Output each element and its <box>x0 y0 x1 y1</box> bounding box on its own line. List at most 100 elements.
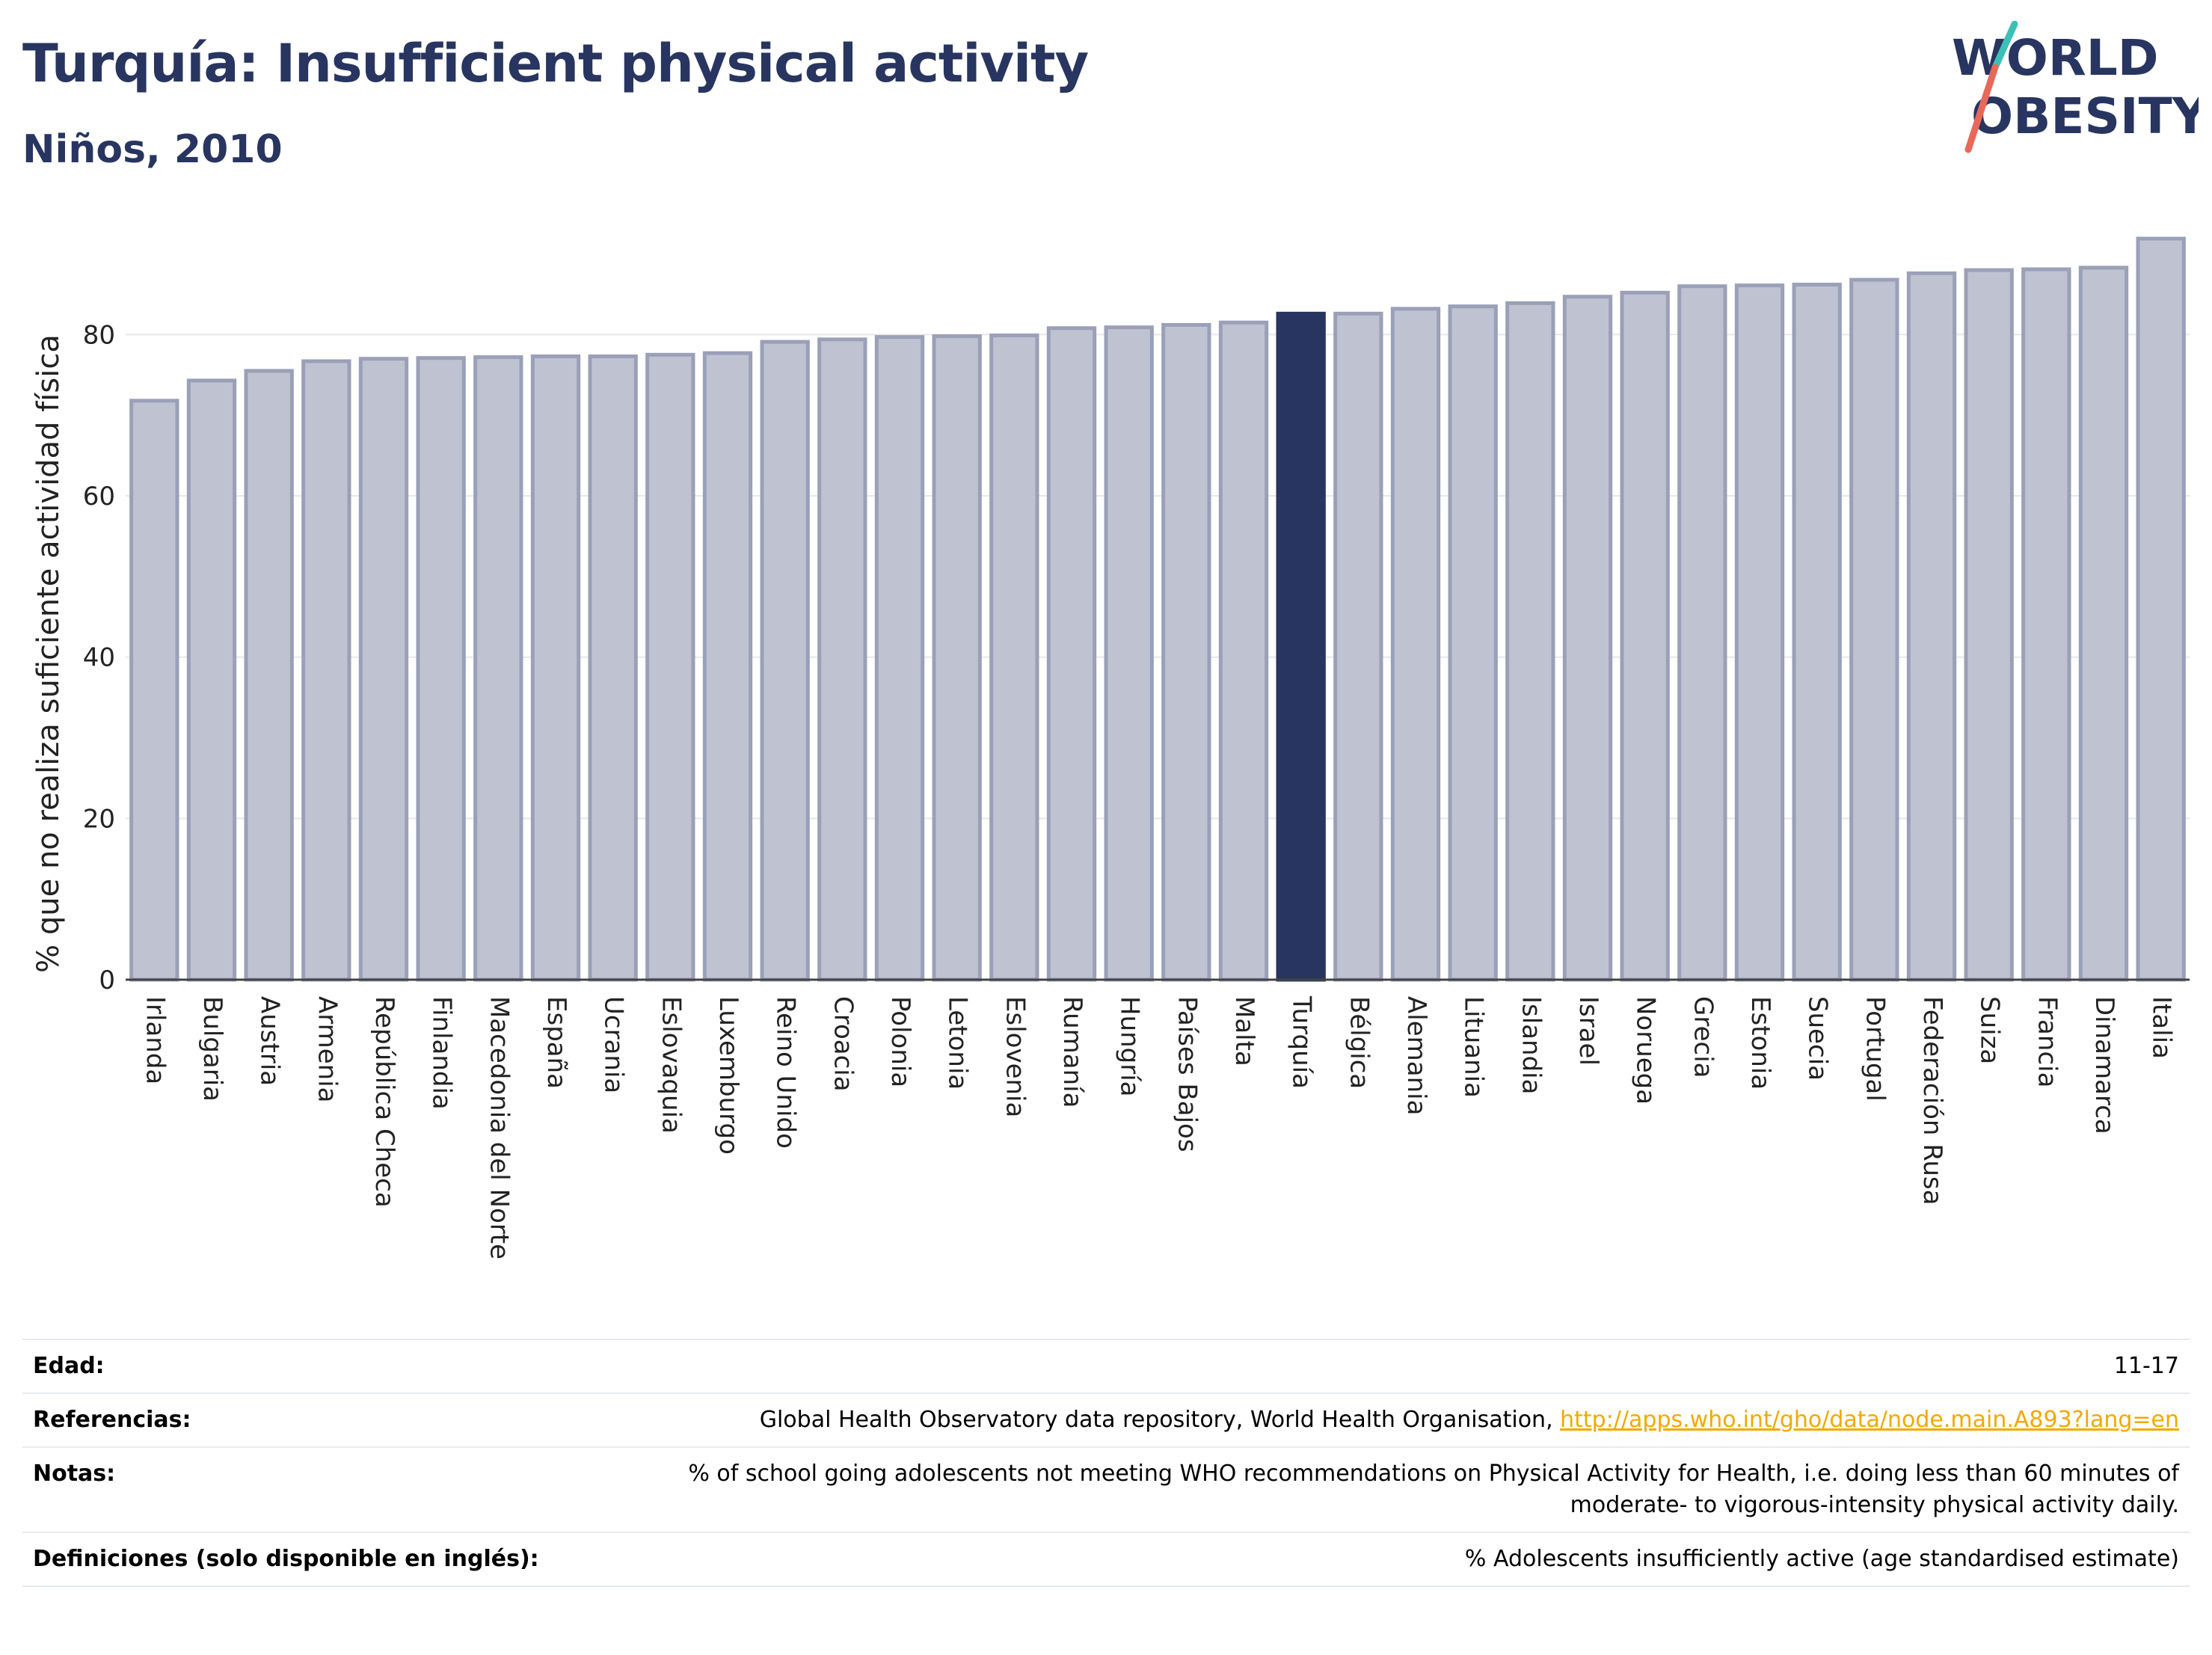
bar <box>1792 283 1842 982</box>
y-tick-label: 0 <box>99 965 115 995</box>
meta-value: % of school going adolescents not meetin… <box>567 1446 2190 1533</box>
x-tick-label: Hungría <box>1115 996 1145 1097</box>
x-tick-label: Eslovenia <box>1000 996 1030 1117</box>
bar <box>186 378 237 982</box>
x-tick-label: Dinamarca <box>2089 996 2119 1134</box>
bar <box>1333 311 1383 982</box>
meta-value: % Adolescents insufficiently active (age… <box>567 1532 2190 1587</box>
world-obesity-logo[interactable]: WORLD OBESITY <box>1952 21 2199 156</box>
reference-text: Global Health Observatory data repositor… <box>759 1407 1561 1433</box>
x-tick-label: Finlandia <box>427 996 457 1110</box>
bar <box>1906 271 1957 982</box>
logo-line2: OBESITY <box>1971 87 2199 145</box>
x-tick-label: Israel <box>1573 996 1603 1066</box>
y-tick-label: 20 <box>83 804 115 834</box>
bar <box>645 352 695 982</box>
bar <box>1677 284 1727 982</box>
bar <box>1562 295 1613 982</box>
x-tick-label: Italia <box>2147 996 2177 1059</box>
x-tick-label: Letonia <box>943 996 973 1090</box>
page-title: Turquía: Insufficient physical activity <box>22 33 1089 94</box>
bar <box>1218 320 1269 982</box>
y-tick-label: 60 <box>83 482 115 512</box>
y-axis-title: % que no realiza suficiente actividad fí… <box>31 334 66 973</box>
bar <box>2078 265 2129 982</box>
x-tick-label: Países Bajos <box>1172 996 1202 1152</box>
logo-line1: WORLD <box>1952 29 2159 87</box>
x-tick-label: Ucrania <box>599 996 629 1093</box>
x-tick-label: Francia <box>2032 996 2062 1087</box>
meta-row-age: Edad: 11-17 <box>22 1339 2190 1394</box>
x-tick-label: Luxemburgo <box>713 996 743 1155</box>
bar <box>1849 277 1899 982</box>
x-tick-label: España <box>541 996 571 1089</box>
x-tick-label: Malta <box>1229 996 1259 1066</box>
bar <box>416 356 466 982</box>
x-tick-label: Macedonia del Norte <box>484 996 514 1259</box>
meta-value: 11-17 <box>567 1339 2190 1394</box>
reference-link[interactable]: http://apps.who.int/gho/data/node.main.A… <box>1560 1407 2179 1433</box>
meta-row-notes: Notas: % of school going adolescents not… <box>22 1446 2190 1533</box>
bar <box>1276 311 1326 982</box>
bar <box>1505 301 1555 982</box>
x-tick-label: Polonia <box>885 996 915 1087</box>
x-tick-label: Irlanda <box>140 996 170 1084</box>
x-tick-label: Bélgica <box>1344 996 1374 1089</box>
meta-key: Referencias: <box>22 1393 567 1448</box>
y-tick-label: 40 <box>83 643 115 673</box>
x-tick-label: Estonia <box>1745 996 1775 1090</box>
bar <box>1390 307 1441 982</box>
meta-key: Notas: <box>22 1446 567 1533</box>
bar <box>588 354 638 982</box>
bar <box>473 355 523 982</box>
x-tick-label: Grecia <box>1688 996 1718 1078</box>
bar <box>244 369 294 982</box>
bar <box>760 340 810 982</box>
x-tick-label: Suiza <box>1975 996 2005 1064</box>
bar <box>932 334 982 982</box>
x-tick-label: Rumanía <box>1057 996 1087 1108</box>
bar <box>1620 290 1670 982</box>
logo-slash-bottom <box>1964 64 1999 153</box>
y-tick-label: 80 <box>83 320 115 350</box>
bar <box>1046 326 1097 982</box>
bar <box>1734 283 1785 982</box>
x-tick-label: Noruega <box>1631 996 1661 1105</box>
x-tick-label: Eslovaquia <box>656 996 686 1134</box>
x-tick-label: Croacia <box>828 996 858 1092</box>
bar <box>358 357 409 982</box>
x-tick-label: República Checa <box>369 996 399 1208</box>
x-tick-label: Reino Unido <box>771 996 801 1149</box>
x-tick-label: Alemania <box>1401 996 1431 1115</box>
x-tick-label: Austria <box>255 996 285 1086</box>
page-subtitle: Niños, 2010 <box>22 127 283 172</box>
metadata-table: Edad: 11-17 Referencias: Global Health O… <box>22 1339 2190 1587</box>
bar <box>1104 325 1154 982</box>
bar <box>1161 322 1211 982</box>
x-tick-label: Bulgaria <box>197 996 227 1102</box>
x-tick-label: Turquía <box>1287 995 1317 1089</box>
bar <box>989 333 1039 982</box>
meta-key: Edad: <box>22 1339 567 1394</box>
bar <box>2021 267 2071 982</box>
bar <box>1964 268 2014 982</box>
x-tick-label: Federación Rusa <box>1917 996 1947 1205</box>
meta-key: Definiciones (solo disponible en inglés)… <box>22 1532 567 1587</box>
x-tick-label: Suecia <box>1803 996 1833 1081</box>
x-tick-label: Islandia <box>1516 996 1546 1094</box>
bar <box>129 399 179 982</box>
bar <box>530 354 581 982</box>
bar <box>2136 236 2186 982</box>
x-tick-label: Lituania <box>1459 996 1489 1098</box>
bar <box>874 335 925 982</box>
meta-row-references: Referencias: Global Health Observatory d… <box>22 1393 2190 1448</box>
bar-chart: 0 20 40 60 80 Irlanda Bulgaria Austria Armenia Re… <box>31 236 2190 1259</box>
x-tick-label: Armenia <box>312 996 342 1103</box>
bar <box>702 351 753 982</box>
meta-row-definitions: Definiciones (solo disponible en inglés)… <box>22 1532 2190 1587</box>
x-tick-label: Portugal <box>1860 996 1890 1102</box>
logo-slash-top <box>1991 21 2018 71</box>
meta-value: Global Health Observatory data repositor… <box>567 1393 2190 1448</box>
bar <box>301 359 351 982</box>
bar <box>1448 304 1498 982</box>
